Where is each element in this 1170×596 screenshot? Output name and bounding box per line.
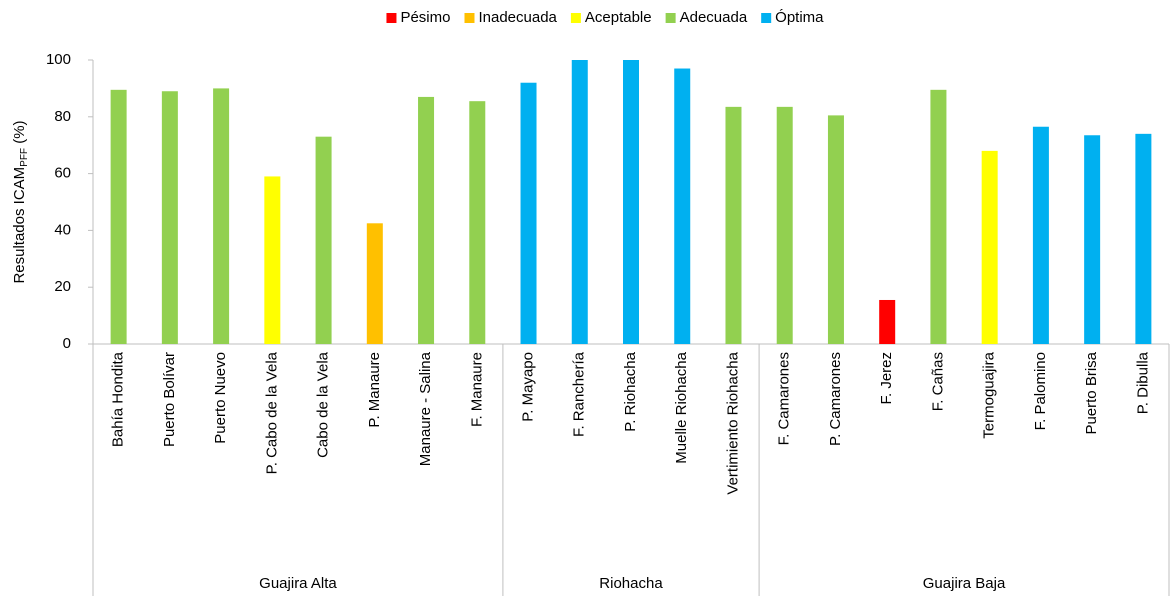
y-tick-label: 0 — [63, 335, 71, 352]
bar — [110, 89, 127, 344]
y-label-suffix: (%) — [11, 120, 28, 148]
x-tick-label: F. Ranchería — [571, 351, 588, 437]
x-tick-label: Bahía Hondita — [110, 351, 127, 447]
x-tick-label: P. Cabo de la Vela — [263, 351, 280, 474]
bar — [418, 96, 435, 344]
legend-swatch — [761, 13, 772, 23]
y-tick-label: 80 — [54, 108, 71, 125]
bar — [623, 60, 639, 344]
x-tick-label: Puerto Brisa — [1083, 351, 1100, 434]
x-tick-label: P. Mayapo — [519, 352, 536, 422]
legend-label: Inadecuada — [478, 9, 557, 26]
legend-swatch — [464, 13, 475, 23]
x-tick-label: F. Camarones — [776, 352, 793, 445]
bar — [1135, 133, 1152, 344]
x-tick-label: Cabo de la Vela — [315, 351, 332, 458]
x-tick-label: F. Palomino — [1032, 352, 1049, 430]
bar — [776, 106, 793, 344]
x-tick-label: Puerto Nuevo — [212, 352, 229, 444]
bar — [520, 82, 537, 344]
x-tick-label: F. Cañas — [929, 352, 946, 411]
y-tick-label: 20 — [54, 278, 71, 295]
bar — [827, 115, 844, 344]
x-tick-label: Manaure - Salina — [417, 351, 434, 466]
group-label: Riohacha — [599, 575, 663, 592]
y-label-subscript: PFF — [19, 148, 30, 167]
x-tick-label: Muelle Riohacha — [673, 351, 690, 463]
bar — [469, 101, 486, 345]
y-axis-label: Resultados ICAMPFF (%) — [11, 120, 30, 283]
bar — [930, 89, 947, 344]
x-tick-label: Vertimiento Riohacha — [724, 351, 741, 494]
y-tick-label: 60 — [54, 165, 71, 182]
x-tick-label: P. Dibulla — [1134, 351, 1151, 414]
x-tick-label: P. Camarones — [827, 352, 844, 446]
legend-swatch — [665, 13, 676, 23]
x-tick-label: Termoguajira — [981, 351, 998, 438]
y-tick-label: 100 — [46, 51, 71, 68]
y-label-text: Resultados ICAM — [11, 167, 28, 284]
bar — [213, 88, 230, 345]
bar — [981, 150, 998, 344]
legend-swatch — [386, 13, 397, 23]
legend-label: Óptima — [775, 9, 824, 26]
x-tick-label: P. Manaure — [366, 352, 383, 428]
legend-label: Adecuada — [680, 9, 748, 26]
x-tick-label: F. Manaure — [468, 352, 485, 427]
y-tick-label: 40 — [54, 221, 71, 238]
legend-label: Pésimo — [400, 9, 450, 26]
group-label: Guajira Baja — [923, 575, 1006, 592]
legend-label: Aceptable — [585, 9, 652, 26]
x-tick-label: F. Jerez — [878, 352, 895, 405]
bar — [1032, 126, 1049, 345]
bar — [879, 299, 896, 344]
x-tick-label: Puerto Bolívar — [161, 352, 178, 447]
bar — [161, 91, 178, 345]
bar — [315, 136, 332, 344]
bar — [1084, 135, 1101, 344]
bar — [571, 60, 588, 344]
bar — [264, 176, 281, 344]
group-label: Guajira Alta — [259, 575, 337, 592]
bar — [725, 106, 742, 344]
legend-swatch — [570, 13, 581, 23]
bar — [674, 68, 691, 345]
x-tick-label: P. Riohacha — [622, 351, 639, 431]
bar — [366, 223, 383, 344]
